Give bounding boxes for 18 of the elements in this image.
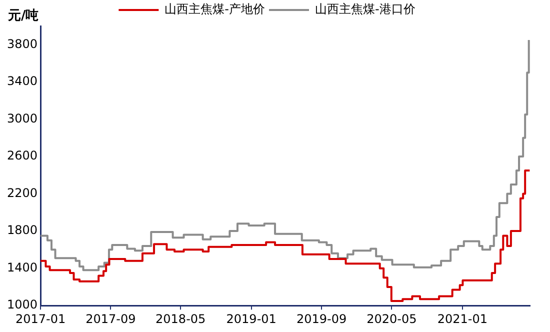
x-tick-label: 2017-01 (15, 312, 66, 326)
x-tick-label: 2021-01 (437, 312, 488, 326)
y-tick-label: 3800 (6, 36, 38, 51)
y-tick-label: 2600 (6, 148, 38, 163)
x-tick-label: 2018-05 (156, 312, 206, 326)
y-tick-label: 3400 (6, 74, 38, 88)
y-tick-label: 2200 (6, 186, 38, 200)
x-tick-label: 2019-01 (226, 312, 276, 326)
x-tick-label: 2017-09 (86, 312, 136, 326)
y-tick-label: 1400 (6, 260, 38, 274)
legend-label: 山西主焦煤-港口价 (315, 2, 416, 16)
x-tick-label: 2020-05 (366, 312, 417, 326)
y-tick-label: 3000 (6, 111, 38, 126)
y-tick-label: 1000 (6, 298, 38, 312)
legend-label: 山西主焦煤-产地价 (164, 2, 266, 16)
x-tick-label: 2019-09 (296, 312, 347, 326)
y-axis-title: 元/吨 (7, 8, 39, 24)
y-tick-label: 1800 (6, 223, 38, 238)
